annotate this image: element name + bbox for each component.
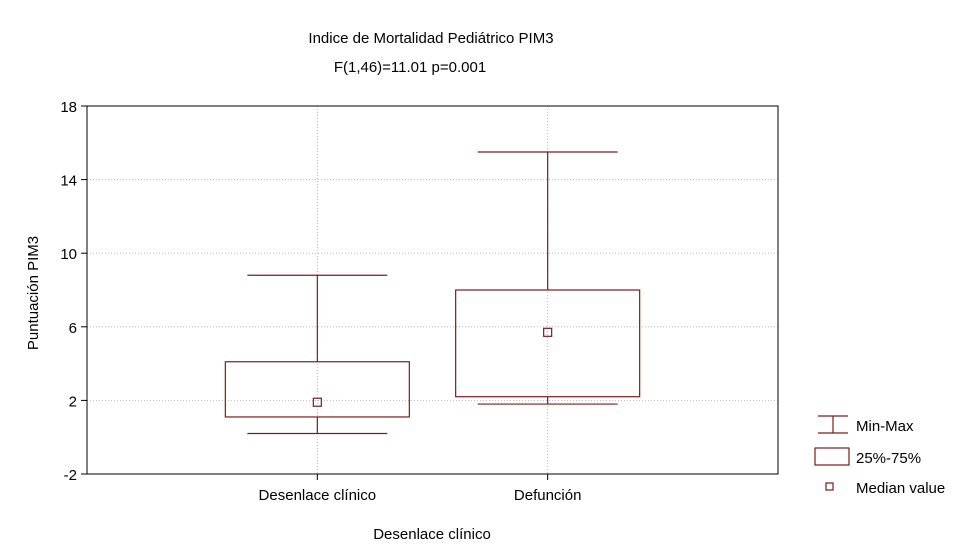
y-axis-ticks: -2 2 6 10 14 18 (60, 99, 87, 484)
box-2 (455, 151, 641, 405)
legend-label: Median value (856, 480, 945, 497)
y-tick-label: 18 (60, 99, 77, 116)
box-1 (224, 274, 410, 435)
legend-box-swatch (814, 447, 850, 466)
legend-label: 25%-75% (856, 450, 921, 467)
y-tick-label: 14 (60, 173, 77, 190)
box-iqr (224, 361, 410, 418)
x-axis-ticks: Desenlace clínico Defunción (259, 474, 582, 504)
grid-lines (87, 106, 778, 474)
x-tick-label: Defunción (514, 487, 582, 504)
y-tick-label: -2 (64, 467, 77, 484)
chart-subtitle: F(1,46)=11.01 p=0.001 (334, 59, 486, 76)
boxes (224, 151, 641, 435)
box-iqr (455, 289, 641, 398)
legend-item-whisker: Min-Max (818, 415, 914, 435)
x-axis-label: Desenlace clínico (373, 526, 491, 543)
legend: Min-Max 25%-75% Median value (814, 415, 945, 497)
median-marker (543, 327, 553, 337)
y-tick-label: 10 (60, 246, 77, 263)
plot-area-frame (86, 105, 779, 475)
legend-item-point: Median value (825, 480, 945, 497)
median-marker (312, 397, 322, 407)
legend-item-box: 25%-75% (814, 447, 921, 467)
y-axis-label: Puntuación PIM3 (25, 236, 42, 350)
x-tick-label: Desenlace clínico (259, 487, 377, 504)
y-tick-label: 6 (69, 320, 77, 337)
legend-median-swatch (825, 482, 834, 491)
y-tick-label: 2 (69, 393, 77, 410)
legend-label: Min-Max (856, 418, 914, 435)
chart-title: Indice de Mortalidad Pediátrico PIM3 (308, 30, 553, 47)
